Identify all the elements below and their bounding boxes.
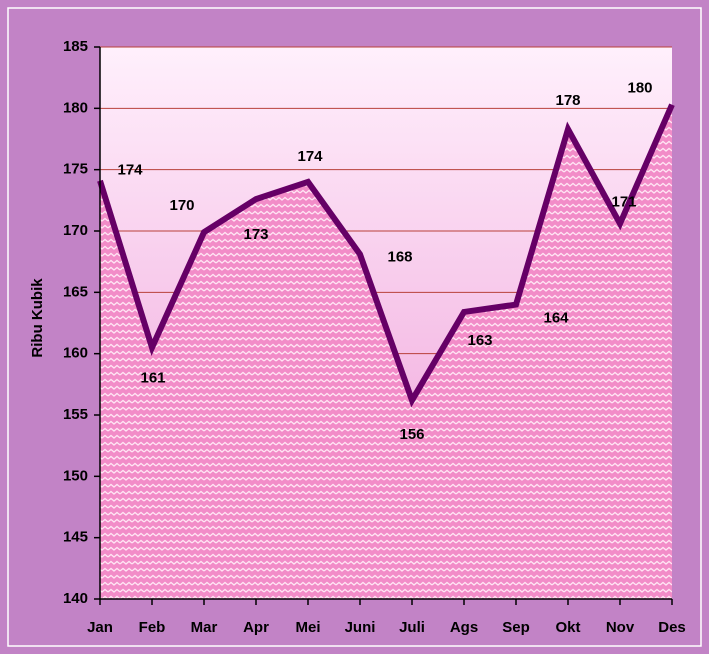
y-tick-label: 185 <box>63 38 88 55</box>
y-tick-label: 155 <box>63 406 88 423</box>
y-tick-label: 150 <box>63 467 88 484</box>
data-label: 168 <box>387 248 412 265</box>
x-tick-label: Mar <box>191 619 218 636</box>
data-label: 170 <box>169 197 194 214</box>
frame <box>7 7 702 647</box>
x-tick-label: Sep <box>502 619 530 636</box>
y-tick-label: 165 <box>63 283 88 300</box>
x-tick-label: Nov <box>606 619 635 636</box>
y-tick-label: 180 <box>63 99 88 116</box>
data-label: 173 <box>243 226 268 243</box>
x-tick-label: Des <box>658 619 686 636</box>
data-label: 178 <box>555 92 580 109</box>
x-tick-label: Juni <box>345 619 376 636</box>
y-tick-label: 160 <box>63 345 88 362</box>
x-tick-label: Okt <box>555 619 580 636</box>
data-label: 156 <box>399 426 424 443</box>
x-tick-label: Ags <box>450 619 478 636</box>
line <box>97 103 675 408</box>
data-label: 161 <box>140 370 165 387</box>
y-tick-label: 140 <box>63 590 88 607</box>
y-tick-label: 175 <box>63 161 88 178</box>
data-label: 171 <box>611 194 636 211</box>
x-tick-label: Feb <box>139 619 166 636</box>
data-label: 174 <box>117 162 143 179</box>
y-axis-label: Ribu Kubik <box>29 278 46 358</box>
y-tick-label: 145 <box>63 529 88 546</box>
data-label: 164 <box>543 310 569 327</box>
data-label: 163 <box>467 332 492 349</box>
y-tick-label: 170 <box>63 222 88 239</box>
area <box>100 104 672 600</box>
x-tick-label: Mei <box>295 619 320 636</box>
x-tick-label: Juli <box>399 619 425 636</box>
x-tick-label: Apr <box>243 619 269 636</box>
data-label: 180 <box>627 80 652 97</box>
data-label: 174 <box>297 148 323 165</box>
x-tick-label: Jan <box>87 619 113 636</box>
